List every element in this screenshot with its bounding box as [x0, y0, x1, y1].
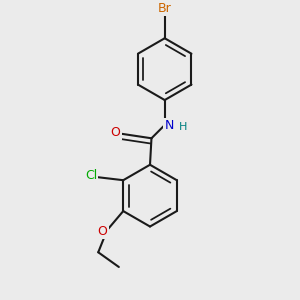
Text: N: N [164, 118, 174, 131]
Text: Br: Br [158, 2, 172, 15]
Text: O: O [111, 126, 121, 139]
Text: O: O [98, 225, 108, 238]
Text: Cl: Cl [85, 169, 97, 182]
Text: H: H [179, 122, 187, 132]
